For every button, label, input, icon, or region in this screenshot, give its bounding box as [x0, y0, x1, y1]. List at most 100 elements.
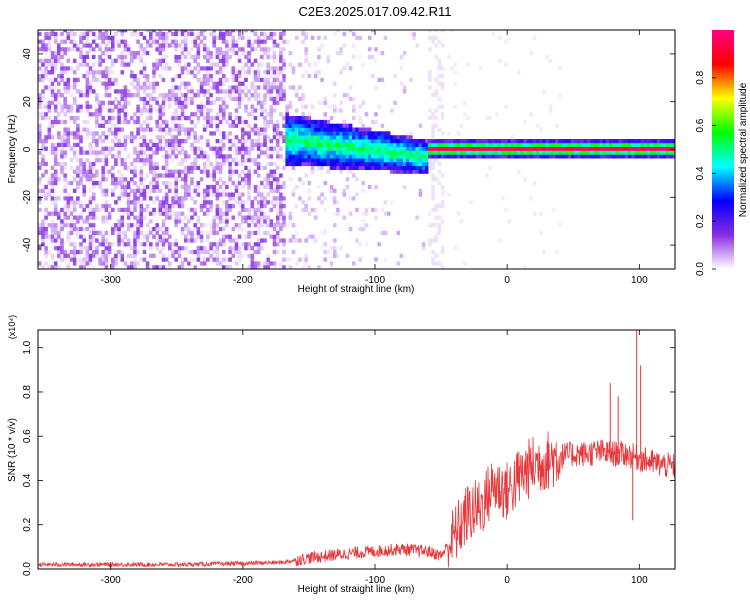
spectrogram-cell [53, 196, 58, 201]
spectrogram-cell [133, 230, 137, 236]
spectrogram-cell [133, 51, 137, 56]
spectrogram-cell [437, 139, 442, 144]
spectrogram-cell [279, 192, 283, 197]
spectrogram-cell [47, 70, 52, 75]
spectrogram-cell [155, 39, 159, 44]
spectrogram-cell [152, 226, 156, 232]
spectrogram-cell [329, 150, 334, 155]
spectrogram-cell [215, 196, 220, 201]
spectrogram-cell [171, 139, 175, 144]
spectrogram-cell [329, 184, 334, 190]
spectrogram-cell [209, 246, 213, 251]
spectrogram-cell [237, 89, 242, 94]
spectrogram-cell [60, 135, 64, 140]
spectrogram-cell [412, 139, 416, 144]
spectrogram-cell [180, 30, 185, 33]
spectrogram-cell [307, 119, 312, 125]
spectrogram-cell [206, 96, 210, 102]
spectrogram-cell [212, 177, 216, 182]
spectrogram-cell [76, 226, 80, 232]
spectrogram-cell [494, 142, 499, 148]
spectrogram-cell [494, 150, 499, 155]
spectrogram-cell [656, 154, 661, 159]
spectrogram-cell [85, 249, 90, 255]
spectrogram-cell [323, 112, 328, 117]
spectrogram-cell [50, 81, 55, 86]
spectrogram-cell [272, 39, 277, 44]
spectrogram-cell [66, 135, 71, 140]
spectrogram-cell [253, 47, 258, 52]
spectrogram-cell [212, 165, 216, 171]
spectrogram-cell [491, 139, 496, 144]
spectrogram-cell [393, 161, 397, 167]
spectrogram-cell [215, 47, 220, 52]
spectrogram-cell [640, 139, 645, 144]
spectrogram-cell [447, 150, 451, 155]
spectrogram-cell [608, 142, 613, 148]
spectrogram-cell [294, 154, 299, 159]
spectrogram-cell [304, 257, 308, 262]
spectrogram-cell [650, 142, 654, 148]
spectrogram-cell [180, 161, 185, 167]
spectrogram-cell [104, 154, 109, 159]
spectrogram-cell [437, 223, 442, 228]
spectrogram-cell [367, 161, 372, 167]
spectrogram-cell [222, 108, 226, 113]
spectrogram-cell [256, 200, 261, 205]
spectrogram-cell [463, 112, 467, 117]
spectrogram-cell [187, 230, 191, 236]
spectrogram-cell [215, 207, 220, 213]
spectrogram-cell [440, 200, 445, 205]
spectrogram-cell [101, 100, 105, 105]
spectrogram-cell [345, 142, 350, 148]
spectrogram-y-tick-label: -20 [22, 190, 33, 205]
spectrogram-cell [199, 246, 204, 251]
spectrogram-cell [250, 127, 255, 132]
spectrogram-cell [631, 142, 635, 148]
spectrogram-cell [60, 39, 64, 44]
spectrogram-cell [237, 139, 242, 144]
snr-y-tick-label: 1.0 [22, 340, 33, 354]
spectrogram-cell [456, 142, 461, 148]
spectrogram-cell [497, 150, 502, 155]
spectrogram-cell [161, 39, 166, 44]
spectrogram-cell [329, 104, 334, 109]
spectrogram-cell [275, 184, 280, 190]
spectrogram-cell [333, 238, 337, 243]
spectrogram-cell [158, 47, 163, 52]
spectrogram-cell [72, 142, 77, 148]
spectrogram-cell [177, 89, 182, 94]
colorbar: 0.00.20.40.60.8 Normalized spectral ampl… [695, 30, 749, 276]
spectrogram-cell [241, 219, 245, 224]
spectrogram-cell [367, 142, 372, 148]
spectrogram-cell [215, 253, 220, 258]
spectrogram-cell [85, 173, 90, 178]
spectrogram-cell [393, 139, 397, 144]
spectrogram-cell [174, 154, 178, 159]
spectrogram-cell [361, 181, 366, 186]
spectrogram-cell [596, 139, 600, 144]
spectrogram-cell [428, 47, 432, 52]
spectrogram-cell [174, 123, 178, 128]
spectrogram-cell [193, 54, 197, 60]
spectrogram-cell [469, 200, 473, 205]
spectrogram-cell [333, 249, 337, 255]
spectrogram-cell [453, 104, 458, 109]
spectrogram-cell [104, 265, 109, 269]
spectrogram-cell [168, 89, 172, 94]
spectrogram-cell [431, 39, 435, 44]
spectrogram-cell [183, 30, 188, 33]
spectrogram-cell [301, 96, 305, 102]
spectrogram-cell [53, 116, 58, 121]
spectrogram-cell [212, 85, 216, 90]
spectrogram-cell [117, 207, 121, 213]
spectrogram-cell [133, 196, 137, 201]
spectrogram-cell [149, 139, 153, 144]
spectrogram-cell [336, 207, 340, 213]
spectrogram-cell [120, 30, 125, 33]
spectrogram-cell [171, 119, 175, 125]
spectrogram-cell [228, 139, 232, 144]
spectrogram-cell [41, 242, 45, 247]
spectrogram-cell [82, 265, 86, 269]
spectrogram-cell [558, 223, 562, 228]
